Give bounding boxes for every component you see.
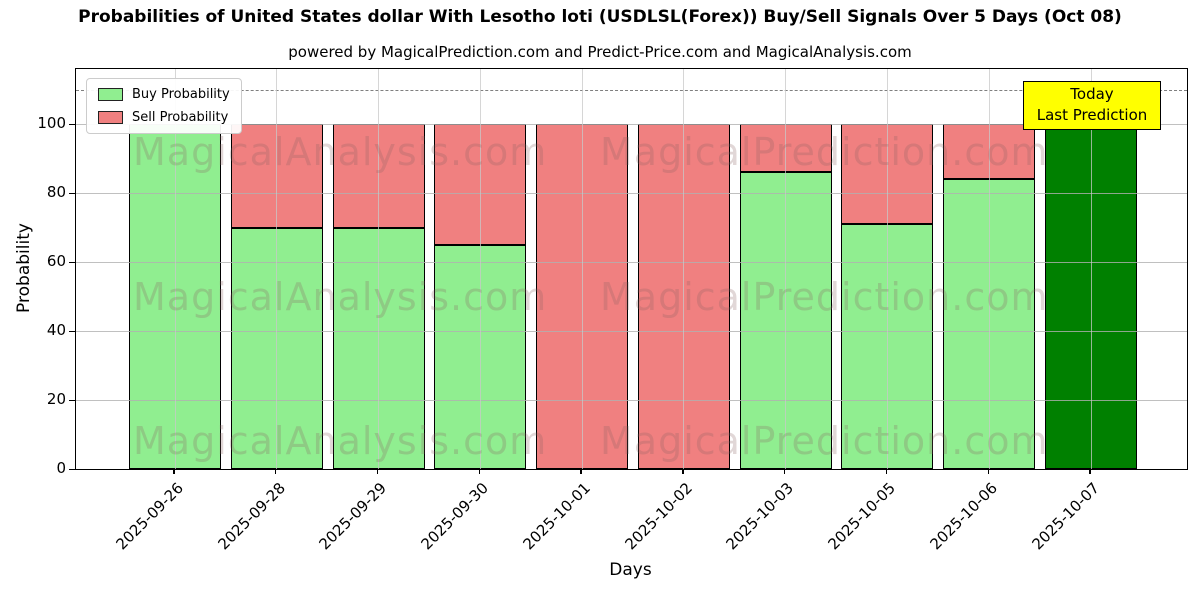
x-tick-mark [1089, 469, 1091, 474]
v-gridline [581, 69, 583, 469]
buy-swatch-icon [98, 88, 123, 101]
v-gridline [886, 69, 888, 469]
dashed-guide-line [76, 89, 1187, 91]
x-tick-mark [275, 469, 277, 474]
x-tick-mark [784, 469, 786, 474]
x-tick-mark [478, 469, 480, 474]
legend-label-buy: Buy Probability [132, 87, 230, 102]
y-tick-label: 100 [37, 114, 66, 133]
y-gridline [76, 262, 1187, 264]
x-tick-mark [987, 469, 989, 474]
x-tick-mark [885, 469, 888, 474]
x-tick-label: 2025-10-03 [723, 479, 798, 554]
x-tick-label: 2025-10-07 [1028, 479, 1103, 554]
legend-item-sell: Sell Probability [98, 110, 230, 125]
today-annotation-box: Today Last Prediction [1023, 81, 1161, 130]
legend-item-buy: Buy Probability [98, 87, 230, 102]
x-tick-label: 2025-10-06 [926, 479, 1001, 554]
y-tick-label: 40 [46, 321, 66, 340]
x-tick-mark [376, 469, 379, 474]
v-gridline [276, 69, 278, 469]
sell-swatch-icon [98, 111, 123, 124]
legend-label-sell: Sell Probability [132, 110, 229, 125]
x-tick-label: 2025-10-02 [621, 479, 696, 554]
x-tick-mark [682, 469, 684, 474]
legend: Buy Probability Sell Probability [86, 78, 242, 134]
v-gridline [785, 69, 787, 469]
today-annotation-line1: Today [1070, 85, 1114, 103]
y-tick-mark [69, 468, 76, 470]
y-tick-label: 60 [46, 252, 66, 271]
x-tick-mark [173, 469, 175, 474]
y-tick-label: 80 [46, 183, 66, 202]
x-tick-label: 2025-09-30 [417, 479, 493, 554]
y-tick-mark [69, 399, 76, 401]
v-gridline [1090, 69, 1092, 469]
x-tick-label: 2025-09-28 [214, 479, 289, 554]
y-tick-mark [69, 192, 76, 194]
v-gridline [479, 69, 481, 469]
x-axis-label: Days [609, 560, 652, 580]
v-gridline [174, 69, 176, 469]
today-annotation-line2: Last Prediction [1036, 106, 1148, 124]
y-tick-label: 20 [46, 390, 66, 409]
x-tick-label: 2025-09-26 [112, 479, 187, 554]
y-tick-label: 0 [56, 459, 66, 477]
chart-title: Probabilities of United States dollar Wi… [78, 7, 1122, 27]
y-gridline [76, 400, 1187, 402]
y-gridline [76, 124, 1187, 126]
x-axis: 2025-09-26 2025-09-28 2025-09-29 2025-09-30… [75, 469, 1186, 569]
y-gridline [76, 193, 1187, 195]
chart-subtitle: powered by MagicalPrediction.com and Pre… [288, 43, 912, 61]
y-tick-mark [69, 123, 76, 125]
x-tick-label: 2025-10-05 [824, 479, 900, 554]
plot-area: Buy Probability Sell Probability Today L… [69, 68, 1188, 470]
x-tick-label: 2025-09-29 [315, 479, 391, 554]
v-gridline [988, 69, 990, 469]
x-tick-label: 2025-10-01 [519, 479, 594, 554]
v-gridline [683, 69, 685, 469]
v-gridline [378, 69, 380, 469]
y-gridline [76, 331, 1187, 333]
x-tick-mark [580, 469, 582, 474]
y-tick-mark [69, 261, 76, 263]
y-tick-mark [69, 330, 76, 332]
